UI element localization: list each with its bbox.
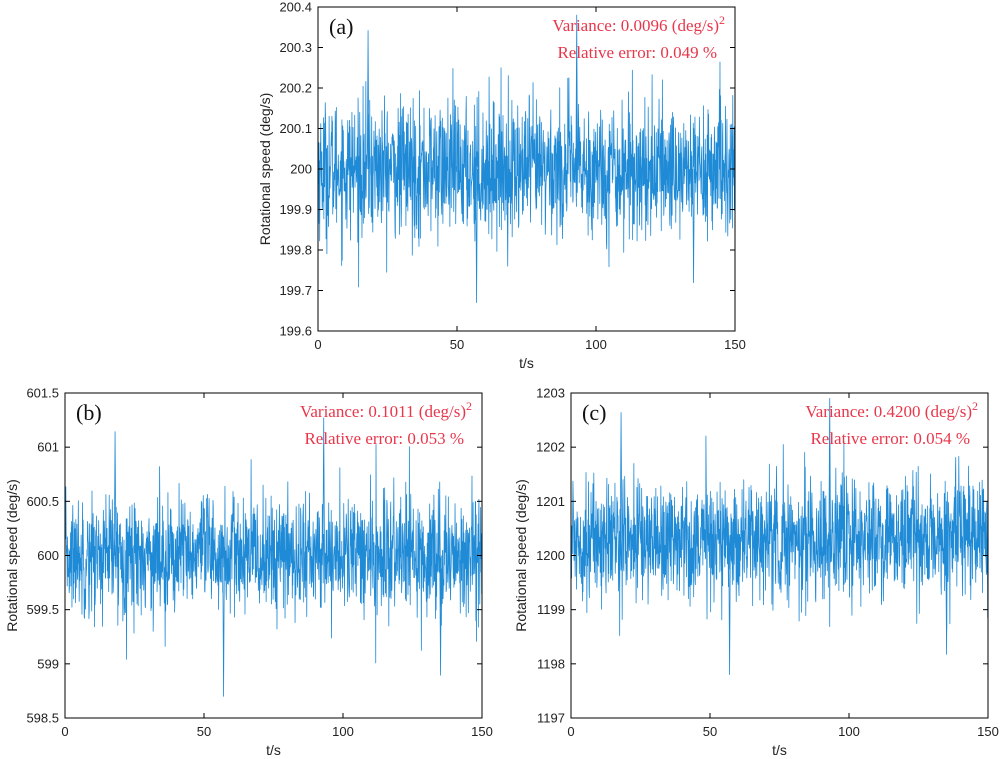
signal-line	[318, 14, 735, 304]
x-tick-label: 100	[585, 337, 607, 352]
x-tick-label: 50	[703, 724, 717, 739]
x-tick-label: 100	[838, 724, 860, 739]
panel-b: 598.5 599 599.5 600 600.5 601 601.5 0 50 100 150 t/…	[4, 386, 493, 759]
y-tick-label: 200.2	[279, 81, 312, 96]
variance-annotation: Variance: 0.1011 (deg/s)2	[300, 399, 472, 421]
y-tick-label: 1199	[537, 602, 565, 617]
y-tick-label: 1200	[536, 548, 565, 563]
y-tick-label: 1201	[536, 494, 565, 509]
y-tick-label: 601.5	[26, 386, 59, 401]
x-tick-label: 150	[977, 724, 999, 739]
x-tick-label: 50	[450, 337, 464, 352]
x-tick-label: 100	[332, 724, 354, 739]
panel-label: (b)	[76, 400, 102, 425]
relative-error-annotation: Relative error: 0.053 %	[304, 429, 464, 448]
x-axis-label: t/s	[772, 742, 787, 758]
x-tick-label: 150	[471, 724, 493, 739]
signal-line	[65, 417, 482, 697]
panel-label: (c)	[582, 400, 606, 425]
y-tick-label: 1203	[536, 386, 565, 401]
panel-c: 1197 1198 1199 1200 1201 1202 1203 0 50 100 150 t/s…	[513, 386, 999, 759]
y-tick-label: 1198	[537, 656, 565, 671]
variance-annotation: Variance: 0.4200 (deg/s)2	[805, 399, 978, 421]
y-tick-label: 600.5	[26, 494, 59, 509]
variance-annotation: Variance: 0.0096 (deg/s)2	[552, 13, 725, 35]
x-tick-label: 0	[61, 724, 68, 739]
x-axis-label: t/s	[266, 742, 281, 758]
relative-error-annotation: Relative error: 0.054 %	[810, 429, 970, 448]
y-tick-label: 199.9	[279, 202, 312, 217]
y-axis-label: Rotational speed (deg/s)	[4, 479, 20, 632]
y-tick-label: 601	[37, 440, 59, 455]
y-tick-label: 1202	[536, 440, 565, 455]
x-tick-label: 0	[314, 337, 321, 352]
x-tick-label: 150	[724, 337, 746, 352]
y-tick-label: 599	[37, 656, 59, 671]
y-axis-label: Rotational speed (deg/s)	[257, 93, 273, 246]
y-tick-label: 1197	[537, 711, 565, 726]
signal-line	[571, 398, 988, 676]
panel-a: 199.6 199.7 199.8 199.9 200 200.1 200.2 200.3 20…	[257, 0, 746, 371]
y-tick-label: 200.3	[279, 40, 312, 55]
x-axis-label: t/s	[519, 355, 534, 371]
y-tick-label: 199.7	[279, 283, 312, 298]
x-tick-label: 0	[567, 724, 574, 739]
y-tick-label: 599.5	[26, 602, 59, 617]
y-tick-label: 600	[37, 548, 59, 563]
y-tick-label: 200	[290, 162, 312, 177]
y-tick-label: 199.8	[279, 243, 312, 258]
y-tick-label: 199.6	[279, 324, 312, 339]
y-tick-label: 200.4	[279, 0, 312, 15]
x-tick-label: 50	[197, 724, 211, 739]
y-tick-label: 598.5	[26, 711, 59, 726]
y-tick-label: 200.1	[279, 121, 312, 136]
y-axis-label: Rotational speed (deg/s)	[513, 479, 529, 632]
relative-error-annotation: Relative error: 0.049 %	[557, 43, 717, 62]
panel-label: (a)	[329, 14, 353, 39]
